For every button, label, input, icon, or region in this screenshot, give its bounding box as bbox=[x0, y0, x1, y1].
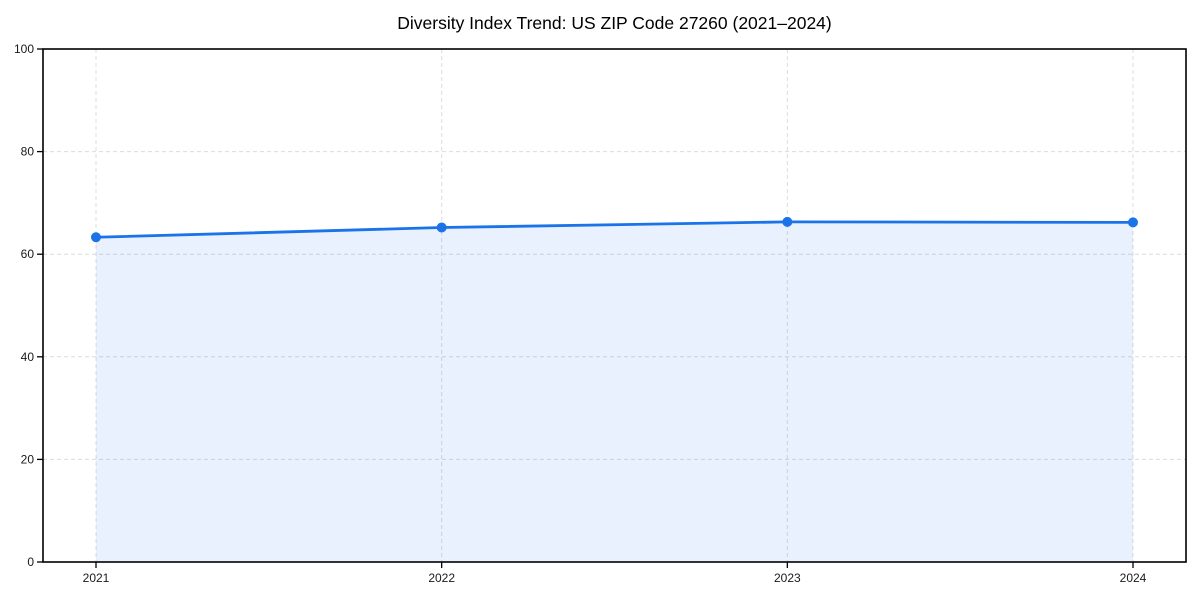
y-tick-label: 100 bbox=[14, 42, 34, 56]
data-point bbox=[91, 232, 101, 243]
axes-layer bbox=[37, 48, 1187, 568]
data-point bbox=[1128, 217, 1138, 228]
line-layer bbox=[94, 220, 1135, 239]
data-point bbox=[436, 222, 447, 233]
marker-layer bbox=[91, 216, 1138, 243]
grid-layer bbox=[43, 49, 1186, 562]
x-tick-label: 2021 bbox=[83, 571, 110, 585]
data-point bbox=[782, 216, 793, 227]
y-tick-label: 40 bbox=[21, 350, 35, 364]
chart-title: Diversity Index Trend: US ZIP Code 27260… bbox=[397, 13, 832, 33]
y-tick-label: 60 bbox=[21, 247, 35, 261]
area-fill bbox=[96, 221, 1133, 563]
y-tick-label: 80 bbox=[21, 145, 35, 159]
tick-label-layer: 0 20 40 60 80 100 2021 2022 2023 2024 bbox=[14, 42, 1147, 585]
y-tick-label: 0 bbox=[27, 555, 34, 569]
area-fill-layer bbox=[96, 221, 1133, 563]
x-tick-label: 2023 bbox=[774, 571, 801, 585]
x-tick-label: 2022 bbox=[428, 571, 455, 585]
x-tick-label: 2024 bbox=[1120, 571, 1147, 585]
plot-border bbox=[42, 48, 1187, 563]
trend-line bbox=[94, 220, 1135, 239]
y-tick-label: 20 bbox=[21, 452, 35, 466]
